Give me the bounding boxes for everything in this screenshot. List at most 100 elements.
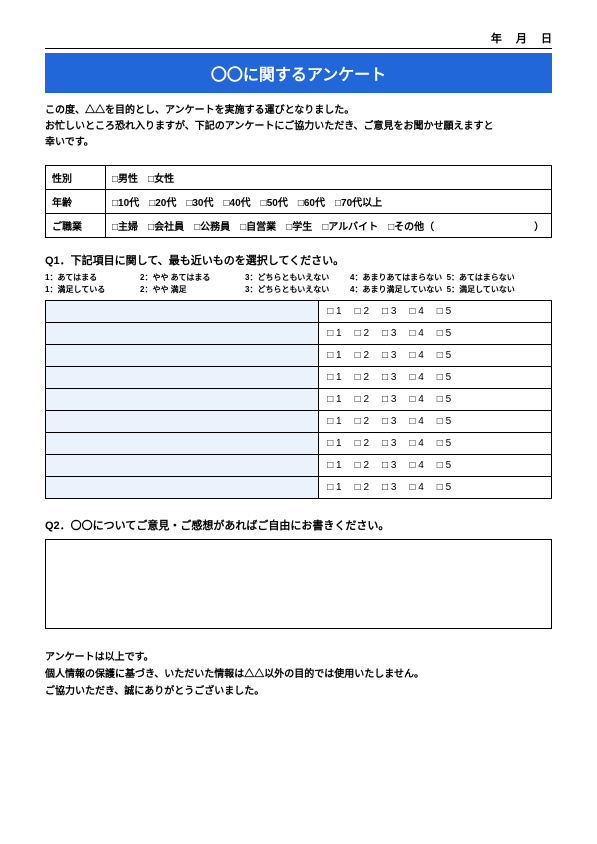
scale-option[interactable]: □ 1 [327,372,341,383]
outro-text: アンケートは以上です。 個人情報の保護に基づき、いただいた情報は△△以外の目的で… [45,649,552,700]
table-row: □ 1 □ 2 □ 3 □ 4 □ 5 [46,433,552,455]
rating-scale-cell[interactable]: □ 1 □ 2 □ 3 □ 4 □ 5 [319,345,552,367]
scale-option[interactable]: □ 2 [355,306,369,317]
scale-option[interactable]: □ 3 [382,306,396,317]
scale-option[interactable]: □ 4 [409,372,423,383]
rating-item-cell [46,301,319,323]
intro-text: この度、△△を目的とし、アンケートを実施する運びとなりました。 お忙しいところ恐… [45,103,552,151]
scale-option[interactable]: □ 5 [437,416,451,427]
scale-option[interactable]: □ 5 [437,460,451,471]
rating-item-cell [46,455,319,477]
scale-option[interactable]: □ 2 [355,394,369,405]
outro-line: ご協力いただき、誠にありがとうございました。 [45,683,552,700]
table-row: □ 1 □ 2 □ 3 □ 4 □ 5 [46,389,552,411]
scale-option[interactable]: □ 4 [409,394,423,405]
table-row: □ 1 □ 2 □ 3 □ 4 □ 5 [46,301,552,323]
intro-line: この度、△△を目的とし、アンケートを実施する運びとなりました。 [45,103,552,119]
scale-option[interactable]: □ 5 [437,306,451,317]
scale-option[interactable]: □ 4 [409,438,423,449]
scale-option[interactable]: □ 1 [327,482,341,493]
scale-option[interactable]: □ 2 [355,438,369,449]
rating-item-cell [46,411,319,433]
scale-option[interactable]: □ 2 [355,328,369,339]
rating-item-cell [46,323,319,345]
rating-table: □ 1□ 2□ 3□ 4□ 5□ 1□ 2□ 3□ 4□ 5□ 1□ 2□ 3□… [45,300,552,499]
legend-item: 1：あてはまる [45,272,140,284]
legend-item: 4：あまり満足していない [350,284,442,296]
scale-option[interactable]: □ 4 [409,482,423,493]
scale-option[interactable]: □ 3 [382,372,396,383]
freetext-box[interactable] [45,539,552,629]
intro-line: 幸いです。 [45,135,552,151]
rating-scale-cell[interactable]: □ 1 □ 2 □ 3 □ 4 □ 5 [319,323,552,345]
scale-option[interactable]: □ 1 [327,438,341,449]
demo-label: 年齢 [46,190,106,214]
table-row: □ 1 □ 2 □ 3 □ 4 □ 5 [46,345,552,367]
demographics-table: 性別 □男性 □女性 年齢 □10代 □20代 □30代 □40代 □50代 □… [45,165,552,238]
scale-option[interactable]: □ 1 [327,416,341,427]
rating-scale-cell[interactable]: □ 1 □ 2 □ 3 □ 4 □ 5 [319,433,552,455]
scale-option[interactable]: □ 3 [382,350,396,361]
rating-scale-cell[interactable]: □ 1 □ 2 □ 3 □ 4 □ 5 [319,301,552,323]
table-row: □ 1 □ 2 □ 3 □ 4 □ 5 [46,477,552,499]
legend-item: 5：満足していない [447,284,515,296]
scale-option[interactable]: □ 5 [437,328,451,339]
demo-label: ご職業 [46,214,106,238]
rating-item-cell [46,345,319,367]
rating-item-cell [46,477,319,499]
scale-option[interactable]: □ 1 [327,460,341,471]
rating-item-cell [46,433,319,455]
scale-option[interactable]: □ 4 [409,460,423,471]
legend-item: 3：どちらともいえない [245,284,350,296]
scale-option[interactable]: □ 5 [437,350,451,361]
scale-option[interactable]: □ 3 [382,328,396,339]
legend-item: 4：あまりあてはまらない [350,272,442,284]
demo-options[interactable]: □男性 □女性 [106,166,552,190]
table-row: ご職業 □主婦 □会社員 □公務員 □自営業 □学生 □アルバイト □その他（ … [46,214,552,238]
scale-option[interactable]: □ 2 [355,372,369,383]
rating-scale-cell[interactable]: □ 1 □ 2 □ 3 □ 4 □ 5 [319,411,552,433]
scale-option[interactable]: □ 3 [382,394,396,405]
table-row: □ 1 □ 2 □ 3 □ 4 □ 5 [46,323,552,345]
outro-line: アンケートは以上です。 [45,649,552,666]
legend-item: 1：満足している [45,284,140,296]
rating-scale-cell[interactable]: □ 1 □ 2 □ 3 □ 4 □ 5 [319,389,552,411]
scale-option[interactable]: □ 2 [355,460,369,471]
scale-option[interactable]: □ 2 [355,350,369,361]
scale-option[interactable]: □ 3 [382,416,396,427]
demo-options[interactable]: □主婦 □会社員 □公務員 □自営業 □学生 □アルバイト □その他（ ） [106,214,552,238]
table-row: 性別 □男性 □女性 [46,166,552,190]
rating-scale-cell[interactable]: □ 1 □ 2 □ 3 □ 4 □ 5 [319,455,552,477]
demo-label: 性別 [46,166,106,190]
table-row: □ 1 □ 2 □ 3 □ 4 □ 5 [46,411,552,433]
outro-line: 個人情報の保護に基づき、いただいた情報は△△以外の目的では使用いたしません。 [45,666,552,683]
scale-option[interactable]: □ 1 [327,306,341,317]
survey-title: 〇〇に関するアンケート [45,53,552,93]
legend-item: 2：やや 満足 [140,284,245,296]
table-row: 年齢 □10代 □20代 □30代 □40代 □50代 □60代 □70代以上 [46,190,552,214]
scale-option[interactable]: □ 3 [382,460,396,471]
scale-option[interactable]: □ 4 [409,350,423,361]
scale-option[interactable]: □ 3 [382,482,396,493]
scale-option[interactable]: □ 4 [409,306,423,317]
rating-scale-cell[interactable]: □ 1 □ 2 □ 3 □ 4 □ 5 [319,477,552,499]
scale-option[interactable]: □ 1 [327,350,341,361]
scale-option[interactable]: □ 5 [437,482,451,493]
scale-option[interactable]: □ 2 [355,416,369,427]
q1-title: Q1．下記項目に関して、最も近いものを選択してください。 [45,252,552,268]
rating-scale-cell[interactable]: □ 1 □ 2 □ 3 □ 4 □ 5 [319,367,552,389]
q1-legend: 1：あてはまる 2：やや あてはまる 3：どちらともいえない 4：あまりあてはま… [45,272,552,296]
scale-option[interactable]: □ 5 [437,372,451,383]
legend-item: 2：やや あてはまる [140,272,245,284]
scale-option[interactable]: □ 5 [437,394,451,405]
scale-option[interactable]: □ 4 [409,416,423,427]
scale-option[interactable]: □ 4 [409,328,423,339]
scale-option[interactable]: □ 3 [382,438,396,449]
scale-option[interactable]: □ 2 [355,482,369,493]
demo-options[interactable]: □10代 □20代 □30代 □40代 □50代 □60代 □70代以上 [106,190,552,214]
date-line: 年 月 日 [45,30,552,49]
scale-option[interactable]: □ 1 [327,394,341,405]
scale-option[interactable]: □ 5 [437,438,451,449]
q2-title: Q2．〇〇についてご意見・ご感想があればご自由にお書きください。 [45,517,552,533]
scale-option[interactable]: □ 1 [327,328,341,339]
